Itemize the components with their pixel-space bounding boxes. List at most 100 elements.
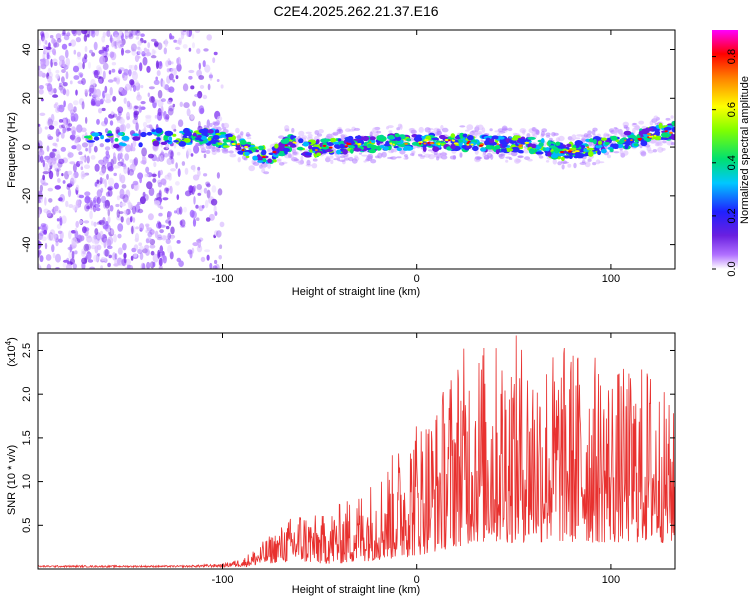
noise-speckle (42, 159, 45, 168)
noise-speckle (148, 124, 153, 129)
ridge-halo (351, 158, 358, 164)
spectrogram-ytick-label: 20 (21, 92, 33, 104)
noise-speckle (135, 36, 140, 40)
noise-speckle (145, 52, 150, 57)
noise-speckle (47, 118, 53, 127)
ridge-halo (573, 162, 577, 169)
noise-speckle (42, 174, 45, 181)
noise-speckle (133, 253, 138, 258)
noise-speckle (67, 102, 74, 112)
noise-speckle (121, 47, 124, 56)
ridge-core (619, 138, 626, 144)
noise-speckle (91, 244, 96, 250)
noise-speckle (119, 118, 125, 125)
ridge-halo (433, 151, 438, 156)
noise-speckle (182, 83, 189, 92)
ridge-core (336, 149, 342, 155)
noise-speckle (106, 30, 111, 38)
ridge-hotspot (294, 141, 297, 144)
noise-speckle (46, 210, 52, 217)
noise-speckle (177, 56, 181, 66)
noise-speckle (137, 40, 142, 46)
ridge-core (450, 133, 456, 138)
noise-speckle (86, 205, 90, 210)
ridge-core (325, 149, 334, 153)
ridge-halo (311, 163, 318, 169)
ridge-halo (330, 159, 334, 165)
noise-speckle (38, 85, 44, 90)
noise-speckle (52, 148, 57, 152)
noise-speckle (76, 30, 82, 36)
ridge-halo (298, 160, 303, 165)
ridge-halo (340, 136, 345, 140)
ridge-core (132, 133, 140, 137)
noise-speckle (137, 208, 144, 214)
ridge-halo (610, 141, 615, 145)
noise-speckle (83, 243, 90, 252)
ridge-halo (558, 135, 565, 142)
snr-series-line (38, 335, 675, 569)
ridge-halo (603, 132, 608, 137)
noise-speckle (211, 185, 217, 193)
ridge-halo (560, 160, 568, 165)
ridge-core (138, 142, 143, 148)
ridge-halo (567, 163, 572, 168)
ridge-hotspot (369, 141, 372, 144)
noise-speckle (126, 111, 130, 121)
noise-speckle (153, 200, 161, 206)
noise-speckle (167, 232, 172, 240)
noise-speckle (173, 128, 177, 132)
noise-speckle (142, 51, 146, 55)
ridge-halo (370, 159, 377, 164)
noise-speckle (74, 135, 81, 143)
noise-speckle (81, 142, 89, 148)
noise-speckle (48, 117, 52, 125)
ridge-halo (245, 132, 250, 137)
ridge-halo (545, 132, 551, 136)
ridge-core (636, 135, 641, 139)
noise-speckle (110, 138, 114, 144)
noise-speckle (158, 257, 163, 267)
noise-speckle (52, 252, 56, 259)
ridge-core (562, 155, 571, 159)
noise-speckle (113, 152, 116, 160)
noise-speckle (72, 263, 77, 269)
noise-speckle (63, 118, 67, 127)
ridge-core (439, 134, 446, 140)
noise-speckle (142, 56, 148, 66)
noise-speckle (66, 127, 72, 131)
noise-speckle (44, 155, 51, 160)
noise-speckle (49, 151, 56, 159)
noise-speckle (174, 210, 177, 214)
noise-speckle (81, 173, 87, 178)
noise-speckle (212, 265, 218, 269)
noise-speckle (175, 181, 180, 186)
noise-speckle (98, 78, 103, 84)
ridge-hotspot (272, 151, 277, 153)
noise-speckle (123, 210, 129, 215)
ridge-core (653, 128, 660, 132)
ridge-core (235, 146, 242, 151)
noise-speckle (179, 101, 183, 108)
noise-speckle (183, 102, 190, 109)
ridge-halo (418, 126, 424, 133)
noise-speckle (121, 163, 127, 167)
ridge-core (388, 135, 395, 140)
ridge-halo (354, 155, 359, 159)
noise-speckle (184, 190, 192, 197)
ridge-halo (353, 127, 361, 131)
noise-speckle (74, 227, 78, 233)
noise-speckle (163, 47, 167, 55)
noise-speckle (100, 257, 107, 262)
noise-speckle (73, 49, 77, 55)
noise-speckle (176, 151, 181, 156)
ridge-halo (647, 149, 654, 154)
ridge-halo (441, 127, 449, 133)
ridge-core (225, 133, 234, 138)
noise-speckle (213, 51, 218, 56)
ridge-core (538, 142, 544, 147)
noise-speckle (120, 44, 124, 47)
ridge-halo (222, 122, 230, 129)
noise-speckle (69, 161, 76, 165)
noise-speckle (42, 182, 49, 186)
